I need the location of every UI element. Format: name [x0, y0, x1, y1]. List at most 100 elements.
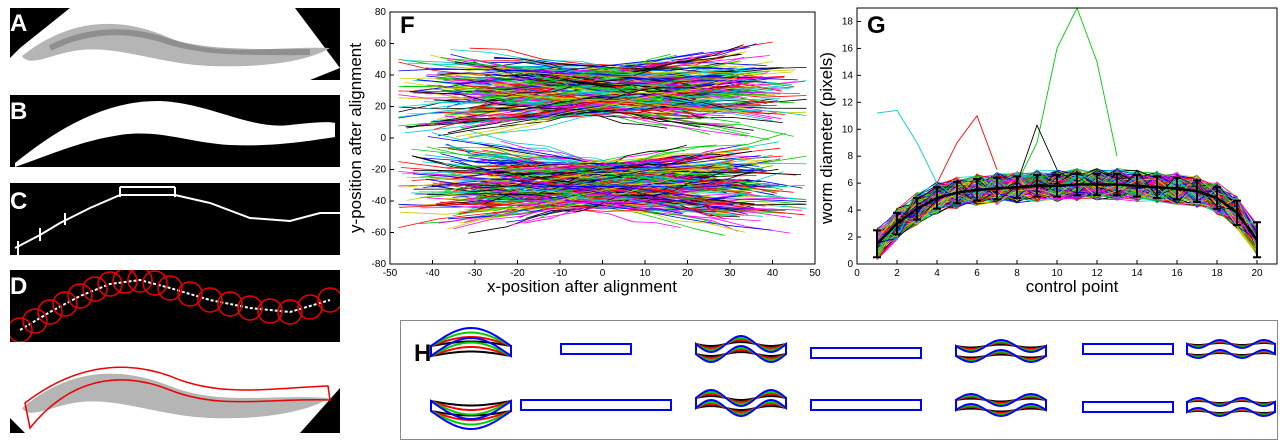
control-point-circle: [37, 299, 63, 325]
control-point-circle: [277, 299, 303, 325]
chart-g-series-line: [876, 172, 1258, 239]
chart-f-series-line: [525, 180, 725, 219]
chart-g-series-line: [876, 173, 1258, 235]
chart-f-series-line: [467, 168, 761, 222]
shape-mode-glyph: [695, 388, 787, 418]
worm-control-point-circles: [10, 270, 340, 342]
chart-g-xtick-label: 0: [854, 268, 860, 279]
control-point-circle: [197, 287, 223, 313]
shape-mode-worm-outline: [1082, 401, 1174, 413]
chart-g-xlabel: control point: [1026, 277, 1119, 296]
chart-f-xtick-label: -50: [383, 268, 398, 279]
chart-g-ytick-label: 10: [842, 124, 854, 135]
shape-mode-worm-outline: [810, 347, 922, 359]
chart-f-series-line: [518, 71, 743, 103]
chart-g-ytick-label: 14: [842, 70, 854, 81]
chart-f-series-line: [398, 61, 767, 105]
chart-f-xtick-label: 30: [724, 268, 736, 279]
shape-mode-worm-outline: [1082, 401, 1174, 413]
shape-mode-worm-outline: [560, 343, 632, 355]
shape-mode-glyph: [1082, 343, 1174, 355]
chart-f-xlabel: x-position after alignment: [487, 277, 677, 296]
shape-mode-worm-outline: [520, 399, 672, 411]
chart-f-series-line: [455, 81, 800, 94]
shape-mode-glyph: [955, 392, 1047, 418]
chart-g-series-line: [876, 170, 1258, 246]
chart-g-xtick-label: 14: [1131, 268, 1143, 279]
chart-f-series-line: [482, 186, 665, 207]
panel-label-c: C: [10, 188, 28, 215]
chart-g-worm-diameter: 0 2 4 6 8 10 12 14 16 18 20 0 2 4 6 8 10 12 14 16 18 control…: [817, 6, 1278, 296]
shape-mode-worm-outline: [1186, 396, 1276, 418]
chart-g-axes: 0 2 4 6 8 10 12 14 16 18 20 0 2 4 6 8 10 12 14 16 18: [842, 7, 1278, 279]
chart-f-ytick-label: 40: [375, 70, 387, 81]
panel-c-image: [10, 183, 340, 255]
panel-label-f: F: [400, 12, 415, 39]
chart-g-xtick-label: 20: [1251, 268, 1263, 279]
chart-f-series-line: [500, 177, 748, 215]
control-point-circle: [317, 287, 340, 313]
chart-f-xtick-label: 20: [682, 268, 694, 279]
shape-mode-worm-outline: [810, 399, 922, 411]
chart-f-series-line: [437, 69, 767, 83]
shape-mode-worm-outline: [955, 338, 1047, 364]
shape-mode-worm-outline: [1082, 343, 1174, 355]
shape-mode-worm-outline: [560, 343, 632, 355]
chart-f-series-line: [437, 76, 767, 96]
chart-f-series-line: [412, 173, 807, 203]
chart-g-ylabel: worm diameter (pixels): [817, 52, 836, 225]
chart-f-series-line: [398, 178, 750, 228]
control-point-circle: [142, 270, 168, 296]
panel-h-shape-modes: [400, 320, 1278, 440]
chart-f-series-line: [473, 192, 683, 215]
shape-mode-worm-outline: [810, 399, 922, 411]
chart-g-mean-line: [876, 183, 1259, 245]
chart-f-ytick-label: -40: [372, 196, 387, 207]
chart-f-series-line: [460, 77, 785, 129]
chart-f-series-line: [458, 177, 716, 213]
panel-d-image: [10, 270, 340, 342]
control-point-circle: [97, 271, 123, 297]
panel-label-a: A: [10, 10, 28, 37]
chart-f-ytick-label: 80: [375, 7, 387, 18]
shape-mode-glyph: [1186, 396, 1276, 418]
chart-f-axes: -50 -40 -30 -20 -10 0 10 20 30 40 50 -80 -60 -40 -20 0 2…: [372, 7, 821, 279]
panel-b-image: [10, 95, 340, 167]
shape-mode-glyph: [520, 399, 672, 411]
chart-f-series-line: [492, 73, 694, 104]
chart-f-series-line: [404, 82, 758, 115]
chart-f-lines: [398, 41, 807, 236]
shape-mode-worm-outline: [430, 326, 512, 358]
chart-f-series-line: [398, 96, 748, 108]
panel-e-image: [10, 358, 340, 433]
chart-g-ytick-label: 8: [847, 151, 853, 162]
worm-skeleton: [14, 186, 340, 255]
chart-g-ytick-label: 16: [842, 43, 854, 54]
control-point-circle: [10, 317, 33, 342]
chart-f-series-line: [467, 153, 683, 193]
worm-grayscale-image: [10, 8, 340, 80]
shape-mode-worm-outline: [430, 399, 512, 431]
shape-mode-glyph: [430, 326, 512, 358]
chart-f-series-line: [414, 47, 747, 92]
chart-f-series-line: [407, 62, 739, 77]
chart-g-xtick-label: 12: [1091, 268, 1103, 279]
chart-g-ytick-label: 0: [847, 259, 853, 270]
shape-mode-glyph: [1186, 338, 1276, 360]
chart-f-series-line: [444, 70, 794, 77]
control-point-circle: [82, 276, 108, 302]
panel-label-h: H: [414, 340, 432, 367]
shape-mode-worm-outline: [520, 399, 672, 411]
chart-f-series-line: [495, 85, 729, 110]
shape-mode-glyph: [430, 399, 512, 431]
chart-f-series-line: [431, 132, 717, 193]
control-point-circle: [127, 270, 153, 293]
chart-f-series-line: [442, 105, 777, 116]
shape-mode-worm-outline: [810, 399, 922, 411]
chart-f-series-line: [475, 150, 752, 189]
chart-f-ytick-label: -80: [372, 259, 387, 270]
chart-f-series-line: [456, 76, 738, 138]
chart-g-xtick-label: 8: [1014, 268, 1020, 279]
control-point-circle: [157, 275, 183, 301]
worm-outline-overlay: [10, 366, 340, 433]
